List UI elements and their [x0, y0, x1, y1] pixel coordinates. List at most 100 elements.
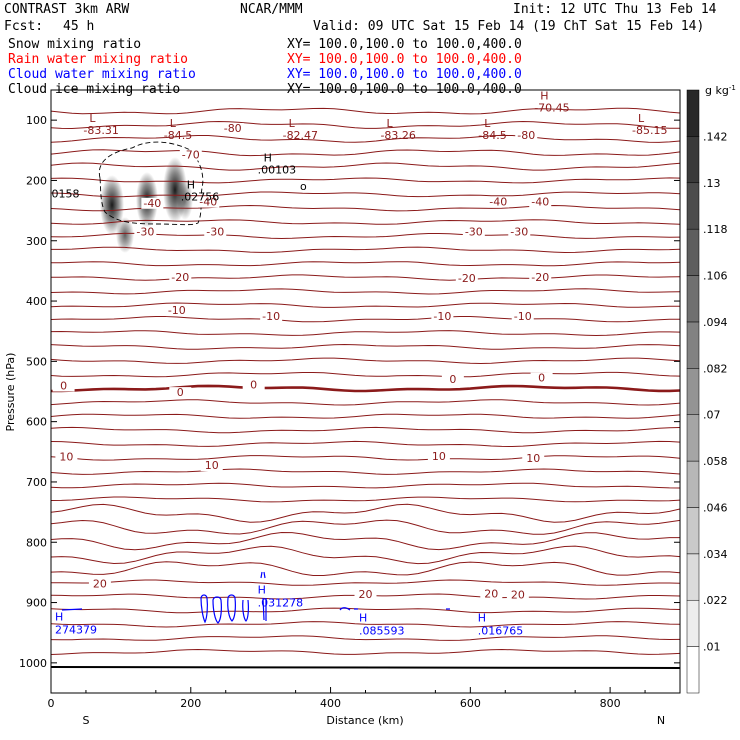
temperature-contour-line: [51, 330, 680, 337]
temperature-contour-line: [51, 519, 680, 535]
colorbar-level-label: .022: [703, 594, 728, 607]
cloud-water-max-value: .016765: [478, 625, 524, 638]
contour-label-bg: [165, 305, 188, 317]
temperature-contour-line: [51, 107, 680, 115]
temperature-contour-line: [51, 579, 680, 586]
colorbar-swatch: [686, 460, 700, 508]
colorbar-swatch: [686, 368, 700, 415]
temperature-contour-label: 0: [449, 373, 456, 386]
temperature-contour-label: -20: [531, 271, 549, 284]
contour-label-bg: [260, 311, 283, 323]
temperature-contour-line: [51, 191, 680, 198]
contour-label-bg: [530, 372, 553, 384]
extremum-mark: L: [89, 112, 96, 125]
snow-max-mark: H: [187, 179, 195, 192]
snow-max-mark: H: [264, 152, 272, 165]
colorbar-swatch: [686, 275, 700, 323]
title: CONTRAST 3km ARW: [4, 2, 129, 17]
temperature-contour-label: 10: [205, 459, 219, 472]
extremum-mark: H: [540, 89, 548, 102]
contour-label-bg: [221, 123, 244, 135]
temperature-contour-line: [51, 440, 680, 448]
temperature-contour-line: [51, 482, 680, 489]
cloud-water-contours: [61, 571, 450, 624]
contour-label-bg: [441, 373, 464, 385]
colorbar-level-label: .142: [703, 130, 728, 143]
temperature-contour-line: [51, 274, 680, 281]
y-tick-label: 400: [26, 295, 47, 308]
colorbar-swatch: [686, 136, 700, 184]
colorbar-swatch: [686, 321, 700, 369]
temperature-contour-label: 20: [93, 577, 107, 590]
contour-label-bg: [480, 588, 503, 600]
extrema-labels: L-83.31L-84.5L-82.47L-83.26L-84.5H-70.45…: [83, 89, 667, 142]
extremum-mark: L: [484, 117, 491, 130]
init-time: Init: 12 UTC Thu 13 Feb 14: [513, 2, 717, 17]
snow-max-value: 0158: [51, 188, 79, 201]
temperature-contour-line: [51, 561, 680, 576]
extremum-value: -82.47: [283, 129, 318, 142]
extremum-mark: L: [386, 117, 393, 130]
temperature-contour-line: [51, 120, 680, 130]
y-axis-label: Pressure (hPa): [4, 353, 17, 432]
temperature-contour-label: -30: [510, 226, 528, 239]
colorbar-swatch: [686, 414, 700, 462]
contour-label-bg: [529, 196, 552, 208]
contour-label-bg: [487, 196, 510, 208]
y-tick-label: 900: [26, 597, 47, 610]
temperature-contour-label: 10: [526, 452, 540, 465]
colorbar: .01 .022 .034 .046 .058 .07 .082 .094 .106 .118 .1…: [686, 89, 728, 694]
temperature-contour-label: -20: [458, 272, 476, 285]
temperature-contour-label: -30: [465, 226, 483, 239]
snow-max-value: .00103: [258, 164, 297, 177]
temperature-contour-line: [51, 607, 680, 614]
colorbar-level-label: .13: [703, 177, 721, 190]
temperature-contour-line: [51, 503, 680, 523]
y-tick-label: 1000: [19, 657, 47, 670]
extremum-value: -84.5: [478, 129, 506, 142]
temperature-contour-line: [51, 219, 680, 225]
temperature-contour-label: -70: [182, 149, 200, 162]
temperature-contour-label: -10: [514, 310, 532, 323]
contour-label-bg: [55, 451, 78, 463]
temperature-contour-label: 0: [177, 386, 184, 399]
temperature-contour-label: 20: [511, 589, 525, 602]
north-label: N: [657, 714, 665, 727]
contour-label-bg: [134, 226, 157, 238]
field-name-cloud-water: Cloud water mixing ratio: [8, 67, 196, 82]
temperature-contour-label: 0: [538, 372, 545, 385]
colorbar-level-label: .118: [703, 223, 728, 236]
temperature-contour-line: [51, 496, 680, 503]
ice-marker: o: [300, 180, 307, 193]
temperature-contour-line: [51, 246, 680, 254]
temperature-contour-label: -80: [224, 122, 242, 135]
temperature-contour-label: -40: [143, 197, 161, 210]
cloud-water-max-mark: H: [359, 612, 367, 625]
temperature-contour-line: [51, 177, 680, 184]
extremum-mark: L: [638, 112, 645, 125]
x-tick-label: 600: [460, 697, 481, 710]
colorbar-level-label: .058: [703, 455, 728, 468]
contour-label-bg: [506, 589, 529, 601]
field-name-rain: Rain water mixing ratio: [8, 52, 188, 67]
extremum-mark: L: [289, 117, 296, 130]
extremum-value: -70.45: [534, 101, 569, 114]
cloud-water-max-value: .031278: [258, 596, 304, 609]
colorbar-level-label: .106: [703, 270, 728, 283]
x-axis: 0 200 400 600 800: [48, 687, 646, 710]
colorbar-swatch: [686, 89, 700, 137]
temperature-contour-line: [51, 545, 680, 565]
contour-label-bg: [141, 197, 164, 209]
extremum-value: -83.26: [380, 129, 415, 142]
temperature-contour-line: [51, 343, 680, 350]
contour-label-bg: [179, 149, 202, 161]
x-axis-label: Distance (km): [326, 714, 403, 727]
contour-label-bg: [455, 273, 478, 285]
colorbar-swatch: [686, 646, 700, 694]
surface-line: [50, 666, 681, 669]
extremum-value: -83.31: [83, 124, 118, 137]
temperature-contour-label: 20: [359, 588, 373, 601]
cloud-water-max-mark: H: [258, 583, 266, 596]
